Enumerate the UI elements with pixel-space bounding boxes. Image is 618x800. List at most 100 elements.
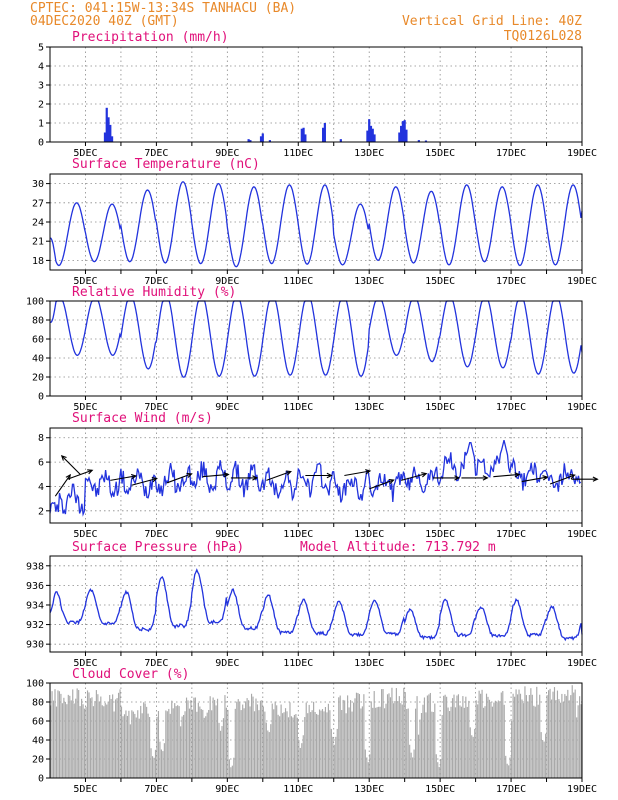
wind-vector-arrow [166, 472, 193, 484]
cloud-cover-bar [321, 709, 324, 778]
pressure-panel: 930 932 934 936 938 5DEC 7DEC 9DEC 11DEC 13DEC 15D… [26, 555, 597, 669]
pressure-ytick-label: 938 [26, 561, 44, 572]
rh-xtick-label: 15DEC [425, 402, 455, 413]
cloud-cover-bar [410, 752, 412, 778]
cloud-cover-bar [174, 703, 176, 778]
precip-frame [49, 46, 583, 143]
temp-xtick-label: 7DEC [144, 276, 168, 287]
rh-ytick-label: 100 [26, 297, 44, 308]
cloud-cover-bar [277, 714, 279, 778]
wind-vector-arrow [493, 472, 521, 478]
cloud-cover-bar [457, 694, 460, 778]
cloud-cover-bar [188, 708, 191, 778]
cloud-cover-bar [440, 759, 442, 778]
cloud-cover-bar [404, 692, 406, 778]
cloud-cover-bar [341, 710, 343, 778]
cloud-cover-bar [556, 690, 559, 778]
cloud-cover-bar [534, 706, 536, 778]
temp-ytick-label: 18 [32, 256, 44, 267]
cloud-cover-bar [242, 704, 244, 778]
cloud-cover-bar [403, 687, 405, 778]
cloud-cover-bar [177, 705, 179, 778]
cloud-cover-bar [484, 706, 486, 778]
cloud-cover-bar [450, 706, 452, 778]
cloud-cover-bar [135, 717, 137, 778]
cloud-cover-bar [215, 705, 217, 778]
rh-ytick-label: 40 [32, 354, 44, 365]
temp-xtick-label: 13DEC [354, 276, 384, 287]
pressure-xtick-label: 17DEC [496, 658, 526, 669]
cloud-frame [49, 682, 583, 779]
precip-bar [424, 140, 428, 142]
precip-bar [366, 130, 369, 142]
cloud-cover-bar [265, 722, 267, 778]
precip-bar [417, 140, 420, 142]
cloud-cover-bar [397, 701, 399, 778]
cloud-cover-bar [388, 693, 390, 778]
cloud-cover-bar [422, 704, 424, 778]
cloud-cover-bar [212, 697, 214, 778]
cloud-cover-bar [159, 741, 161, 778]
cloud-cover-bar [401, 704, 403, 778]
cloud-cover-bar [119, 689, 121, 778]
cloud-cover-bar [323, 711, 325, 778]
cloud-cover-bar [271, 703, 273, 778]
cloud-cover-bar [412, 757, 414, 778]
cloud-cover-bar [60, 693, 62, 778]
cloud-cover-bar [352, 702, 355, 778]
cloud-cover-bar [194, 697, 196, 778]
precip-bar [261, 133, 264, 142]
cloud-cover-bar [243, 708, 245, 778]
cloud-cover-bar [120, 706, 123, 778]
precip-bar [401, 121, 404, 142]
cloud-cover-bar [516, 694, 519, 778]
cloud-cover-bar [166, 711, 168, 778]
cloud-cover-bar [125, 710, 127, 778]
wind-xtick-label: 9DEC [215, 529, 239, 540]
cloud-cover-bar [231, 765, 233, 778]
rh-title: Relative Humidity (%) [72, 285, 236, 300]
precip-title: Precipitation (mm/h) [72, 30, 229, 45]
precip-bar [259, 136, 263, 142]
temp-ytick-label: 24 [32, 218, 44, 229]
header-model: TQ0126L028 [504, 29, 582, 44]
cloud-cover-bar [187, 700, 189, 778]
cloud-cover-bar [481, 689, 483, 778]
cloud-cover-bar [83, 708, 86, 778]
pressure-title: Surface Pressure (hPa) [72, 540, 244, 555]
cloud-ytick-label: 40 [32, 736, 44, 747]
cloud-cover-bar [570, 695, 572, 778]
rh-ytick-label: 0 [38, 392, 44, 403]
cloud-cover-bar [375, 707, 377, 778]
cloud-cover-bar [143, 702, 145, 778]
cloud-cover-bar [344, 700, 346, 778]
cloud-cover-bar [264, 711, 266, 778]
temp-xtick-label: 11DEC [283, 276, 313, 287]
cloud-cover-bar [122, 716, 124, 778]
cloud-cover-bar [465, 696, 467, 778]
cloud-cover-bar [116, 698, 118, 778]
precip-bar [368, 119, 371, 142]
cloud-cover-bar [181, 716, 183, 778]
rh-xtick-label: 9DEC [215, 402, 239, 413]
cloud-cover-bar [379, 706, 381, 778]
cloud-cover-bar [537, 704, 539, 778]
cloud-cover-bar [156, 717, 158, 778]
wind-vector-arrow [433, 475, 461, 481]
cloud-cover-bar [81, 698, 83, 778]
pressure-frame [49, 555, 583, 653]
cloud-cover-bar [280, 704, 282, 778]
cloud-cover-bar [456, 695, 458, 778]
cloud-cover-bar [225, 707, 228, 778]
cloud-cover-bar [134, 713, 136, 778]
cloud-cover-bar [197, 702, 199, 778]
precip-bar [369, 125, 373, 142]
cloud-cover-bar [57, 690, 59, 778]
cloud-cover-bar [295, 714, 297, 778]
cloud-cover-bar [564, 694, 566, 778]
cloud-cover-bar [206, 712, 208, 778]
cloud-cover-bar [55, 706, 58, 778]
cloud-cover-bar [533, 705, 535, 778]
cloud-cover-bar [505, 755, 507, 778]
cloud-cover-bar [82, 704, 84, 778]
